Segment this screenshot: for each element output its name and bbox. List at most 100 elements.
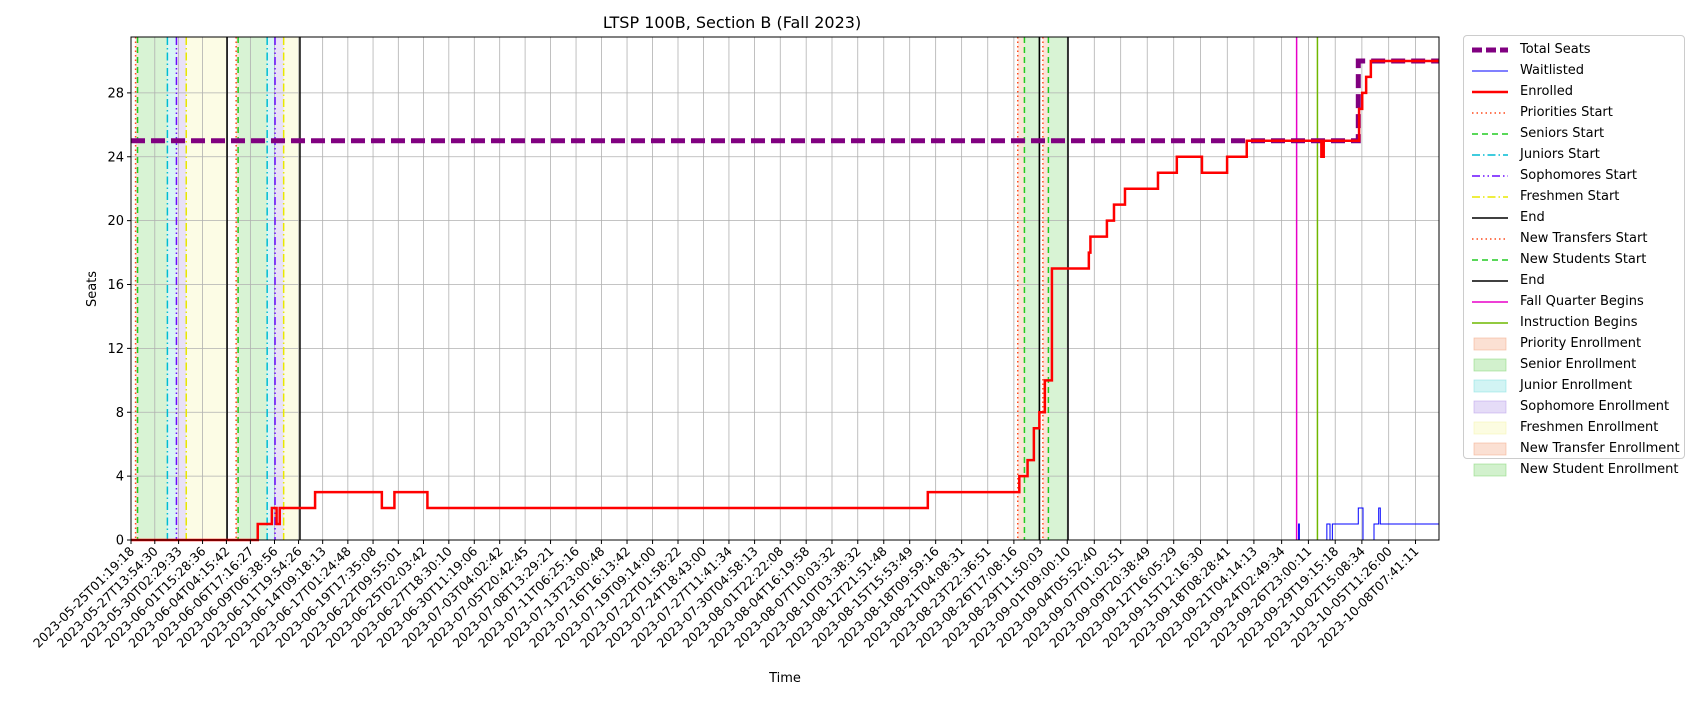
- legend-item-senior-enrollment-16: Senior Enrollment: [1464, 355, 1684, 375]
- legend-label: New Transfer Enrollment: [1520, 441, 1680, 456]
- legend-item-sophomore-enrollment-18: Sophomore Enrollment: [1464, 397, 1684, 417]
- legend-item-waitlisted-2: Waitlisted: [1464, 61, 1684, 81]
- legend-label: Freshmen Start: [1520, 189, 1620, 204]
- grid-lines: [130, 37, 1439, 541]
- legend-item-new-student-enrollment-21: New Student Enrollment: [1464, 460, 1684, 480]
- series-total-seats: [131, 58, 1439, 144]
- series-waitlisted: [131, 507, 1439, 541]
- legend-swatch: [1472, 301, 1508, 303]
- legend-item-junior-enrollment-17: Junior Enrollment: [1464, 376, 1684, 396]
- shaded-period-priority-enrollment-1: [135, 37, 138, 540]
- legend-item-new-transfer-enrollment-20: New Transfer Enrollment: [1464, 439, 1684, 459]
- legend-label: Juniors Start: [1520, 147, 1600, 162]
- legend-label: End: [1520, 273, 1545, 288]
- legend-item-sophomores-start-7: Sophomores Start: [1464, 166, 1684, 186]
- legend-swatch: [1472, 133, 1508, 135]
- legend-swatch: [1472, 112, 1508, 114]
- legend-label: Instruction Begins: [1520, 315, 1638, 330]
- y-tick-label-12: 12: [107, 342, 124, 357]
- x-axis-label: Time: [768, 671, 801, 686]
- shaded-period-freshmen-enrollment-2: [283, 37, 300, 540]
- legend-label: New Students Start: [1520, 252, 1647, 267]
- legend-label: End: [1520, 210, 1545, 225]
- legend-item-total-seats-1: Total Seats: [1464, 40, 1684, 60]
- series-lines: [131, 58, 1439, 542]
- shaded-period-senior-enrollment-1: [137, 37, 168, 540]
- legend-label: Waitlisted: [1520, 63, 1585, 78]
- legend-swatch: [1472, 217, 1508, 219]
- legend-label: Fall Quarter Begins: [1520, 294, 1644, 309]
- legend-label: Priorities Start: [1520, 105, 1613, 120]
- legend-item-fall-quarter-begins-13: Fall Quarter Begins: [1464, 292, 1684, 312]
- legend-item-instruction-begins-14: Instruction Begins: [1464, 313, 1684, 333]
- legend-label: Sophomore Enrollment: [1520, 399, 1670, 414]
- legend-item-new-students-start-11: New Students Start: [1464, 250, 1684, 270]
- legend-swatch: [1472, 238, 1508, 240]
- legend-item-new-transfers-start-10: New Transfers Start: [1464, 229, 1684, 249]
- legend-swatch: [1472, 280, 1508, 282]
- legend-swatch: [1473, 442, 1507, 456]
- legend-label: Sophomores Start: [1520, 168, 1637, 183]
- y-tick-label-4: 4: [116, 470, 124, 485]
- enrollment-period-shading: [135, 37, 1069, 540]
- legend-label: New Student Enrollment: [1520, 462, 1679, 477]
- legend-item-juniors-start-6: Juniors Start: [1464, 145, 1684, 165]
- legend-swatch: [1473, 358, 1507, 372]
- legend-item-enrolled-3: Enrolled: [1464, 82, 1684, 102]
- shaded-period-new-transfer-enrollment-2: [1042, 37, 1049, 540]
- legend-label: New Transfers Start: [1520, 231, 1648, 246]
- shaded-period-priority-enrollment-2: [236, 37, 239, 540]
- y-axis-ticks: 0 4 8 12 16 20 24 28: [107, 86, 131, 549]
- y-tick-label-24: 24: [107, 150, 124, 165]
- y-tick-label-0: 0: [116, 534, 124, 549]
- legend-swatch: [1472, 154, 1508, 156]
- series-enrolled: [131, 59, 1439, 542]
- legend-item-seniors-start-5: Seniors Start: [1464, 124, 1684, 144]
- legend-swatch: [1472, 196, 1508, 198]
- chart-legend: Total Seats Waitlisted Enrolled Priorities …: [1463, 35, 1685, 477]
- plot-frame: [130, 36, 1440, 541]
- legend-item-priorities-start-4: Priorities Start: [1464, 103, 1684, 123]
- legend-swatch: [1473, 463, 1507, 477]
- shaded-period-new-transfer-enrollment-1: [1017, 37, 1025, 540]
- y-tick-label-16: 16: [107, 278, 124, 293]
- shaded-period-freshmen-enrollment-1: [186, 37, 228, 540]
- chart-title: LTSP 100B, Section B (Fall 2023): [603, 13, 861, 32]
- legend-swatch: [1473, 379, 1507, 393]
- legend-swatch: [1473, 421, 1507, 435]
- legend-item-priority-enrollment-15: Priority Enrollment: [1464, 334, 1684, 354]
- legend-swatch: [1473, 337, 1507, 351]
- legend-item-freshmen-start-8: Freshmen Start: [1464, 187, 1684, 207]
- shaded-period-senior-enrollment-2: [238, 37, 268, 540]
- event-markers: [134, 37, 1319, 540]
- legend-label: Enrolled: [1520, 84, 1573, 99]
- legend-label: Total Seats: [1520, 42, 1591, 57]
- shaded-period-sophomore-enrollment-2: [275, 37, 284, 540]
- x-axis-ticks: 2023-05-25T01:19:182023-05-27T13:54:3020…: [30, 540, 1422, 651]
- legend-label: Seniors Start: [1520, 126, 1605, 141]
- legend-swatch: [1472, 90, 1508, 94]
- shaded-period-junior-enrollment-1: [167, 37, 177, 540]
- legend-swatch: [1472, 175, 1508, 177]
- legend-item-end-9: End: [1464, 208, 1684, 228]
- y-axis-label: Seats: [85, 271, 100, 307]
- legend-label: Junior Enrollment: [1520, 378, 1633, 393]
- y-tick-label-28: 28: [107, 86, 124, 101]
- legend-swatch: [1472, 322, 1508, 324]
- shaded-period-new-student-enrollment-2: [1048, 37, 1069, 540]
- shaded-period-junior-enrollment-2: [267, 37, 276, 540]
- legend-swatch: [1472, 259, 1508, 261]
- legend-swatch: [1472, 47, 1508, 53]
- legend-swatch: [1473, 400, 1507, 414]
- y-tick-label-8: 8: [116, 406, 124, 421]
- y-tick-label-20: 20: [107, 214, 124, 229]
- shaded-period-sophomore-enrollment-1: [176, 37, 187, 540]
- legend-swatch: [1472, 70, 1508, 72]
- legend-label: Senior Enrollment: [1520, 357, 1637, 372]
- shaded-period-new-student-enrollment-1: [1024, 37, 1040, 540]
- legend-label: Priority Enrollment: [1520, 336, 1642, 351]
- legend-item-end-12: End: [1464, 271, 1684, 291]
- legend-item-freshmen-enrollment-19: Freshmen Enrollment: [1464, 418, 1684, 438]
